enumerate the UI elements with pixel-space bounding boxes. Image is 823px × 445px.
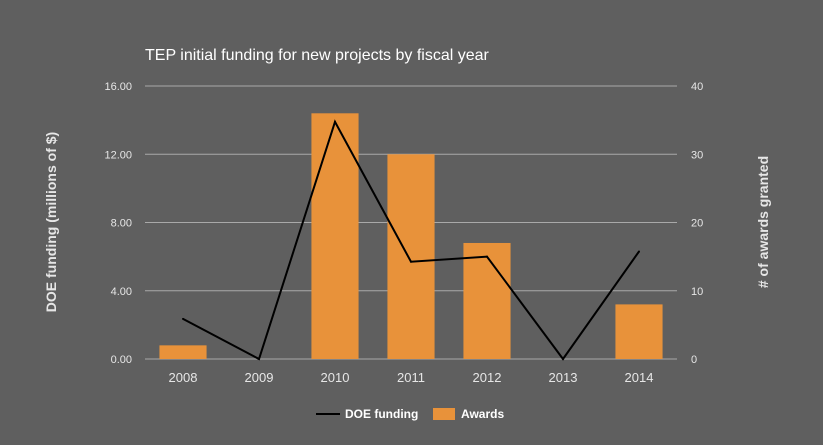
legend-label-funding: DOE funding [345, 407, 418, 421]
left-tick-label: 12.00 [104, 149, 132, 161]
category-labels: 2008 2009 2010 2011 2012 2013 2014 [169, 370, 654, 385]
funding-point [258, 358, 260, 360]
category-label: 2010 [321, 370, 350, 385]
category-label: 2008 [169, 370, 198, 385]
left-tick-label: 8.00 [111, 218, 132, 230]
category-label: 2009 [245, 370, 274, 385]
award-bar [615, 304, 663, 359]
right-tick-label: 0 [691, 354, 697, 366]
right-tick-label: 40 [691, 81, 703, 93]
category-label: 2011 [397, 370, 425, 385]
legend-label-awards: Awards [461, 407, 504, 421]
legend: DOE funding Awards [316, 407, 504, 421]
left-tick-label: 16.00 [104, 81, 132, 93]
right-tick-label: 20 [691, 218, 703, 230]
funding-point [562, 358, 564, 360]
right-tick-label: 10 [691, 286, 703, 298]
left-axis-title: DOE funding (millions of $) [43, 132, 59, 312]
right-axis-ticks: 0 10 20 30 40 [691, 81, 703, 366]
funding-point [638, 250, 640, 253]
award-bar [159, 345, 207, 359]
legend-bar-swatch [433, 408, 455, 420]
funding-point [410, 260, 412, 263]
left-tick-label: 0.00 [111, 354, 132, 366]
funding-line-layer [182, 119, 640, 361]
category-label: 2012 [473, 370, 502, 385]
award-bars [159, 113, 663, 359]
right-tick-label: 30 [691, 149, 703, 161]
left-tick-label: 4.00 [111, 286, 132, 298]
funding-point [486, 255, 488, 258]
funding-point [182, 317, 184, 320]
chart-title: TEP initial funding for new projects by … [145, 47, 490, 64]
award-bar [311, 113, 359, 359]
funding-point [334, 120, 336, 123]
category-label: 2013 [549, 370, 578, 385]
left-axis-ticks: 0.00 4.00 8.00 12.00 16.00 [104, 81, 132, 366]
category-label: 2014 [625, 370, 654, 385]
award-bar [463, 242, 511, 359]
right-axis-title: # of awards granted [755, 156, 771, 288]
award-bar [387, 154, 435, 359]
